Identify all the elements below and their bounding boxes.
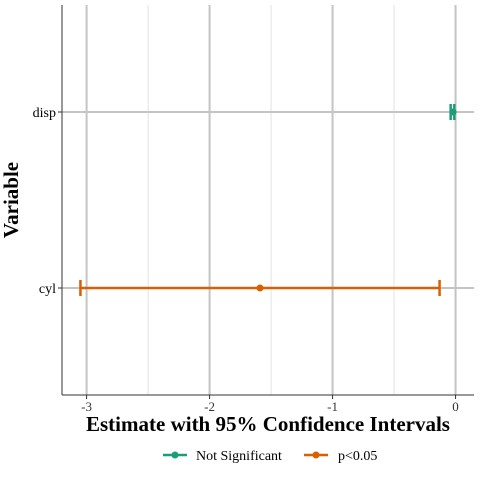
y-axis-title: Variable (0, 162, 23, 238)
estimate-point (449, 108, 457, 116)
estimate-point (256, 284, 264, 292)
legend-key-point (312, 451, 320, 459)
minor-gridlines (147, 5, 395, 395)
legend-item: p<0.05 (304, 449, 377, 464)
legend-item: Not Significant (163, 449, 282, 464)
y-tick-label: cyl (39, 282, 56, 297)
legend: Not Significant p<0.05 (163, 449, 377, 464)
category-gridlines (62, 111, 474, 289)
legend-label: Not Significant (196, 449, 282, 464)
estimate-disp (449, 104, 457, 120)
x-tick-label: -2 (204, 399, 215, 414)
major-gridlines (85, 5, 457, 395)
x-tick-label: 0 (452, 399, 459, 414)
estimate-marks (79, 104, 457, 296)
x-axis-ticks: -3 -2 -1 0 (81, 395, 459, 414)
y-axis-ticks: disp cyl (33, 106, 62, 297)
x-axis-title: Estimate with 95% Confidence Intervals (86, 412, 450, 436)
x-tick-label: -3 (81, 399, 92, 414)
y-tick-label: disp (33, 106, 56, 121)
x-tick-label: -1 (327, 399, 338, 414)
legend-label: p<0.05 (338, 449, 377, 464)
estimate-cyl (79, 280, 441, 296)
legend-key-point (171, 451, 179, 459)
